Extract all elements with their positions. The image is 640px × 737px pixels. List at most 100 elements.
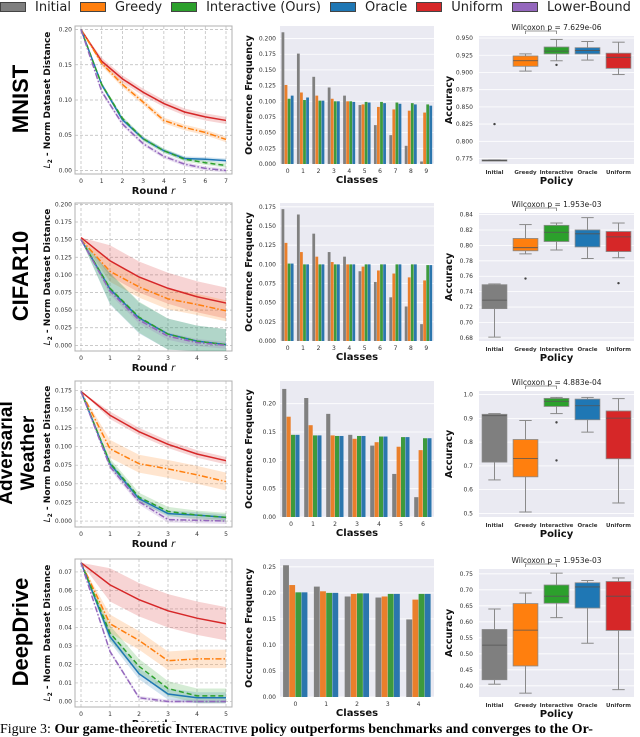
y-tick-label: 0.100 [55, 444, 72, 451]
y-tick-label: 0.125 [259, 242, 276, 249]
y-tick-label: 0.075 [259, 114, 276, 121]
outlier-point [617, 281, 620, 285]
bar-greedy [300, 92, 303, 164]
x-tick-label: 5 [399, 521, 403, 528]
y-axis-label-var: L [43, 163, 53, 168]
bar-oracle [306, 264, 309, 341]
bar-oracle [352, 101, 356, 164]
legend: Initial Greedy Interactive (Ours) Oracle Uni… [0, 0, 640, 15]
row-label: DeepDrive [8, 578, 33, 687]
bar-oracle [424, 593, 431, 697]
y-tick-label: 0.175 [259, 204, 276, 211]
bar-oracle [398, 264, 402, 341]
wilcoxon-title: Wilcoxon p = 1.953e-03 [512, 200, 602, 209]
caption-bold-end: policy outperforms benchmarks and conver… [247, 722, 593, 737]
x-tick-label: 0 [79, 711, 83, 718]
y-axis-label-text: - Norm Dataset Distance [43, 565, 53, 693]
bar-interactive-ours- [395, 264, 399, 341]
row-label-line: Adversarial [0, 401, 17, 505]
y-tick-label: 0.025 [259, 319, 276, 326]
confidence-band [81, 391, 226, 491]
bar-interactive-ours- [333, 264, 337, 341]
x-tick-label: Uniform [606, 347, 631, 353]
bar-initial [373, 125, 377, 164]
bar-oracle [306, 97, 309, 164]
x-tick-label: 8 [409, 168, 413, 175]
bar-initial [304, 398, 309, 517]
caption-bold-start: Our game-theoretic [54, 722, 176, 737]
legend-item: Initial [0, 0, 71, 15]
series-line-uniform [80, 562, 227, 625]
y-tick-label: 0.200 [259, 36, 276, 43]
confidence-band [81, 29, 226, 124]
x-tick-label: 3 [332, 168, 336, 175]
x-axis-label: Round r [132, 719, 176, 722]
bar-oracle [383, 103, 386, 164]
bar-interactive-ours- [410, 264, 414, 341]
bar-interactive-ours- [380, 101, 383, 164]
box-uniform [605, 398, 632, 504]
bar-greedy [284, 84, 288, 164]
x-tick-label: Oracle [578, 703, 598, 709]
y-axis-label: Occurrence Frequency [244, 388, 255, 508]
bar-oracle [336, 101, 340, 164]
y-tick-label: 0.04 [59, 624, 73, 631]
box-interactive [543, 396, 570, 462]
bar-initial [343, 95, 346, 164]
series-line-interactive-ours- [80, 391, 227, 519]
bar-greedy [315, 95, 319, 164]
box-oracle [574, 41, 601, 61]
legend-label: Lower-Bound [546, 0, 631, 15]
bar-oracle [383, 264, 386, 341]
x-tick-label: 2 [137, 531, 141, 538]
box-initial [481, 122, 508, 162]
bar-greedy [423, 112, 426, 164]
x-tick-label: 6 [378, 168, 382, 175]
y-tick-label: 0.950 [456, 35, 473, 42]
y-tick-label: 0.00 [59, 698, 73, 705]
bar-oracle [429, 105, 433, 164]
box-greedy [512, 53, 539, 72]
caption-prefix: Figure 3: [0, 722, 55, 737]
box-oracle [574, 396, 601, 433]
x-tick-label: Oracle [578, 170, 598, 176]
x-axis-label: Round r [132, 539, 176, 550]
bar-greedy [407, 277, 411, 341]
bar-interactive-ours- [295, 592, 302, 697]
wilcoxon-title: Wilcoxon p = 7.629e-06 [512, 23, 602, 32]
x-axis-label: Classes [336, 352, 378, 363]
x-tick-label: 5 [363, 168, 367, 175]
bar-initial [296, 53, 300, 164]
box-greedy [512, 224, 539, 280]
bar-oracle [405, 437, 410, 517]
y-tick-label: 0.175 [259, 51, 276, 58]
bar-greedy [392, 273, 396, 341]
box-chart: 0.5 0.6 0.7 0.8 0.9 1.0 Initial Greedy Interacti… [444, 378, 634, 540]
bar-initial [404, 145, 408, 164]
bar-interactive-ours- [357, 435, 362, 517]
x-tick-label: 4 [195, 355, 199, 362]
bar-initial [327, 252, 331, 341]
confidence-band [81, 239, 226, 322]
bar-oracle [413, 264, 417, 341]
bar-interactive-ours- [318, 264, 322, 341]
legend-label: Oracle [364, 0, 408, 15]
x-axis-label-var: r [171, 539, 176, 550]
y-tick-label: 0.65 [460, 603, 474, 610]
box-oracle [574, 580, 601, 644]
box-interactive [543, 572, 570, 619]
x-tick-label: 6 [203, 178, 207, 185]
y-tick-label: 0.40 [460, 683, 474, 690]
x-tick-label: Greedy [514, 170, 537, 176]
legend-swatch [416, 2, 443, 12]
bar-initial [281, 209, 285, 341]
bar-interactive-ours- [379, 436, 384, 517]
bar-greedy [289, 585, 296, 697]
series-line-lower-bound [80, 29, 227, 172]
y-axis-label: L2 - Norm Dataset Distance [43, 565, 54, 702]
y-axis-label-var: L [43, 696, 53, 701]
bar-greedy [423, 280, 426, 341]
x-tick-label: 3 [166, 711, 170, 718]
y-tick-label: 0.80 [460, 242, 474, 249]
